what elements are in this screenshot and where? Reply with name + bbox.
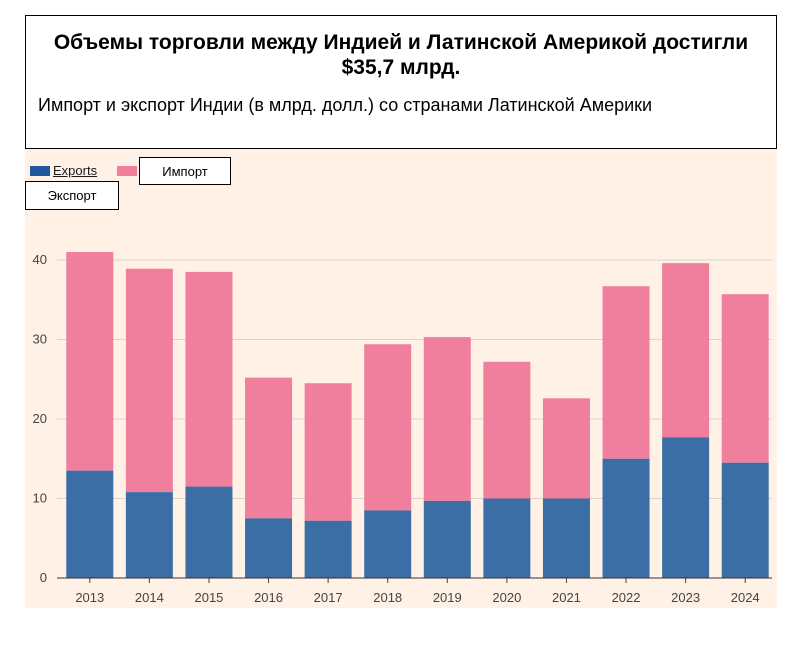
bar-imports-2014: [125, 268, 173, 493]
bar-exports-2018: [364, 510, 412, 578]
bar-exports-2015: [185, 486, 233, 578]
x-tick-label-2020: 2020: [492, 590, 521, 605]
x-tick-label-2014: 2014: [135, 590, 164, 605]
legend-exports-swatch: [30, 166, 50, 176]
bar-exports-2016: [245, 518, 293, 578]
bar-imports-2013: [66, 252, 114, 471]
x-tick-label-2016: 2016: [254, 590, 283, 605]
bar-imports-2020: [483, 361, 531, 499]
bar-imports-2023: [662, 263, 710, 438]
x-tick-label-2019: 2019: [433, 590, 462, 605]
legend-exports-overlay: Экспорт: [25, 181, 119, 210]
bar-exports-2023: [662, 437, 710, 578]
bar-imports-2024: [721, 294, 769, 463]
legend-exports-label: Exports: [53, 163, 98, 178]
bar-exports-2013: [66, 470, 114, 578]
y-tick-label-10: 10: [33, 491, 47, 506]
chart-subtitle: Импорт и экспорт Индии (в млрд. долл.) с…: [38, 95, 653, 115]
bar-imports-2018: [364, 344, 412, 511]
bar-imports-2016: [245, 377, 293, 519]
bar-imports-2021: [542, 398, 590, 499]
x-tick-label-2017: 2017: [314, 590, 343, 605]
bar-imports-2017: [304, 383, 352, 521]
bar-exports-2021: [542, 498, 590, 578]
x-tick-label-2015: 2015: [194, 590, 223, 605]
bar-imports-2019: [423, 337, 471, 501]
x-tick-label-2013: 2013: [75, 590, 104, 605]
x-tick-label-2021: 2021: [552, 590, 581, 605]
x-tick-label-2023: 2023: [671, 590, 700, 605]
bar-exports-2024: [721, 462, 769, 578]
bar-exports-2019: [423, 500, 471, 578]
chart-title: Объемы торговли между Индией и Латинской…: [53, 31, 749, 79]
header-box: Объемы торговли между Индией и Латинской…: [25, 15, 777, 149]
bar-exports-2017: [304, 520, 352, 578]
legend-imports-overlay: Импорт: [139, 157, 231, 185]
legend-imports-swatch: [117, 166, 137, 176]
x-tick-label-2018: 2018: [373, 590, 402, 605]
y-tick-label-30: 30: [33, 332, 47, 347]
x-tick-label-2024: 2024: [731, 590, 760, 605]
bar-exports-2020: [483, 498, 531, 578]
y-tick-label-40: 40: [33, 252, 47, 267]
x-tick-label-2022: 2022: [612, 590, 641, 605]
bar-exports-2014: [125, 492, 173, 578]
bar-exports-2022: [602, 458, 650, 578]
y-tick-label-0: 0: [40, 570, 47, 585]
bar-imports-2015: [185, 271, 233, 487]
y-tick-label-20: 20: [33, 411, 47, 426]
bar-imports-2022: [602, 286, 650, 459]
